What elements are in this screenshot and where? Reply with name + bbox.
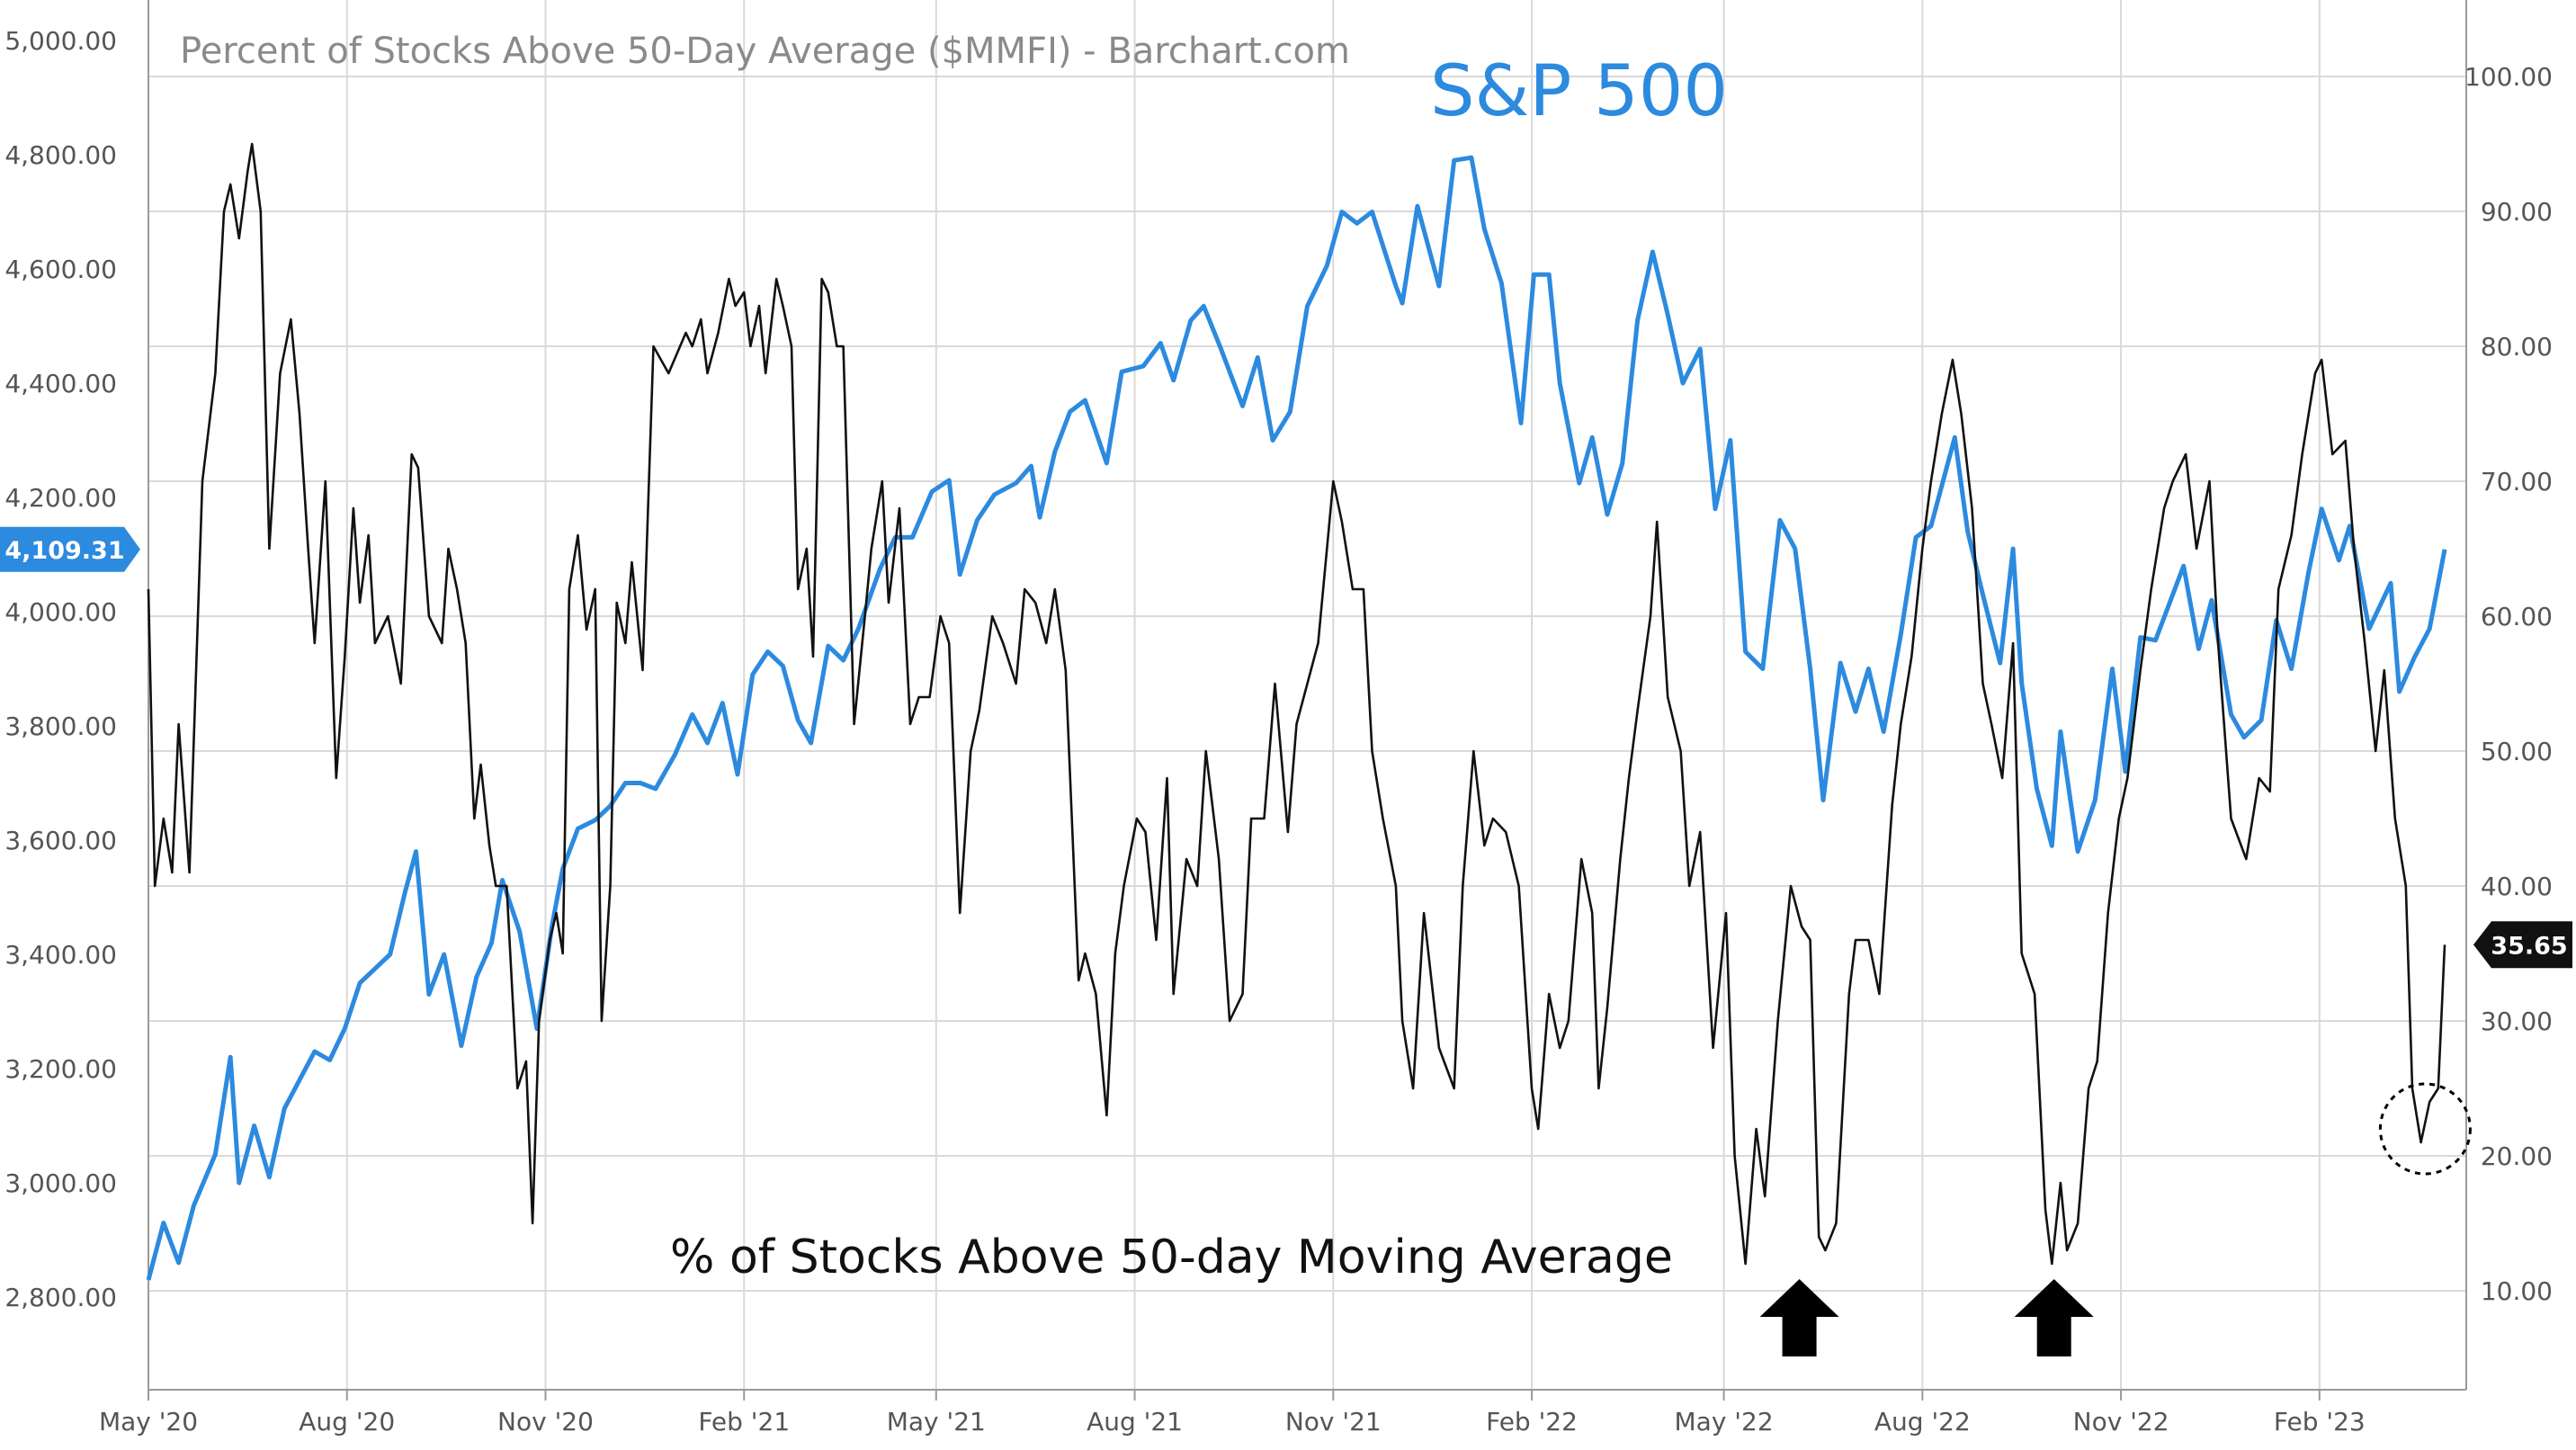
left-axis-ticks: 2,800.00 3,000.00 3,200.00 3,400.00 3,600.00… [4, 26, 117, 1312]
x-tick-label: Aug '21 [1087, 1407, 1183, 1437]
left-tick-label: 2,800.00 [4, 1283, 117, 1312]
left-tick-label: 4,200.00 [4, 483, 117, 513]
x-axis-ticks: May '20 Aug '20 Nov '20 Feb '21 May '21 Aug '… [99, 1407, 2366, 1437]
right-tick-label: 40.00 [2481, 872, 2553, 901]
left-tick-label: 3,800.00 [4, 712, 117, 741]
right-tick-label: 80.00 [2481, 332, 2553, 362]
left-tick-label: 4,000.00 [4, 597, 117, 627]
sp500-badge-shape [0, 526, 140, 572]
pct-last-value: 35.65 [2491, 932, 2567, 960]
x-tick-label: Feb '23 [2274, 1407, 2366, 1437]
chart-title: Percent of Stocks Above 50-Day Average (… [180, 31, 1350, 72]
up-arrow-icon [1759, 1279, 1839, 1356]
pct-last-value-badge: 35.65 [2473, 921, 2572, 969]
right-axis-ticks: 10.00 20.00 30.00 40.00 50.00 60.00 70.00 80.00… [2464, 62, 2553, 1306]
right-tick-label: 20.00 [2481, 1141, 2553, 1171]
right-tick-label: 60.00 [2481, 602, 2553, 631]
sp500-annotation: S&P 500 [1430, 51, 1728, 132]
left-tick-label: 4,600.00 [4, 255, 117, 284]
left-tick-label: 4,400.00 [4, 369, 117, 398]
x-tick-label: Feb '21 [698, 1407, 790, 1437]
right-tick-label: 70.00 [2481, 467, 2553, 497]
x-tick-label: Feb '22 [1486, 1407, 1578, 1437]
right-tick-label: 50.00 [2481, 737, 2553, 766]
x-tick-label: May '21 [887, 1407, 986, 1437]
left-tick-label: 3,400.00 [4, 940, 117, 970]
pct-badge-shape [2473, 921, 2572, 969]
x-tick-label: Aug '22 [1874, 1407, 1971, 1437]
right-tick-label: 30.00 [2481, 1007, 2553, 1036]
axes [148, 0, 2467, 1401]
sp500-last-value-badge: 4,109.31 [0, 526, 140, 572]
left-tick-label: 4,800.00 [4, 140, 117, 170]
pct-above-50dma-line [147, 142, 2446, 1266]
right-tick-label: 10.00 [2481, 1276, 2553, 1306]
x-tick-label: Nov '22 [2073, 1407, 2169, 1437]
left-tick-label: 3,600.00 [4, 826, 117, 855]
pct-stocks-annotation: % of Stocks Above 50-day Moving Average [670, 1231, 1673, 1284]
x-tick-label: May '20 [99, 1407, 198, 1437]
left-tick-label: 3,000.00 [4, 1168, 117, 1198]
markers [1759, 1082, 2472, 1356]
sp500-last-value: 4,109.31 [4, 537, 124, 565]
x-tick-label: Nov '20 [497, 1407, 594, 1437]
left-tick-label: 5,000.00 [4, 26, 117, 56]
x-tick-label: May '22 [1675, 1407, 1774, 1437]
x-tick-label: Nov '21 [1285, 1407, 1382, 1437]
up-arrow-icon [2014, 1279, 2094, 1356]
series-layer [146, 142, 2447, 1281]
right-tick-label: 90.00 [2481, 197, 2553, 227]
left-tick-label: 3,200.00 [4, 1054, 117, 1084]
sp500-line [146, 155, 2447, 1281]
highlight-circle-icon [2378, 1082, 2472, 1176]
x-tick-label: Aug '20 [299, 1407, 395, 1437]
right-tick-label: 100.00 [2464, 62, 2553, 92]
